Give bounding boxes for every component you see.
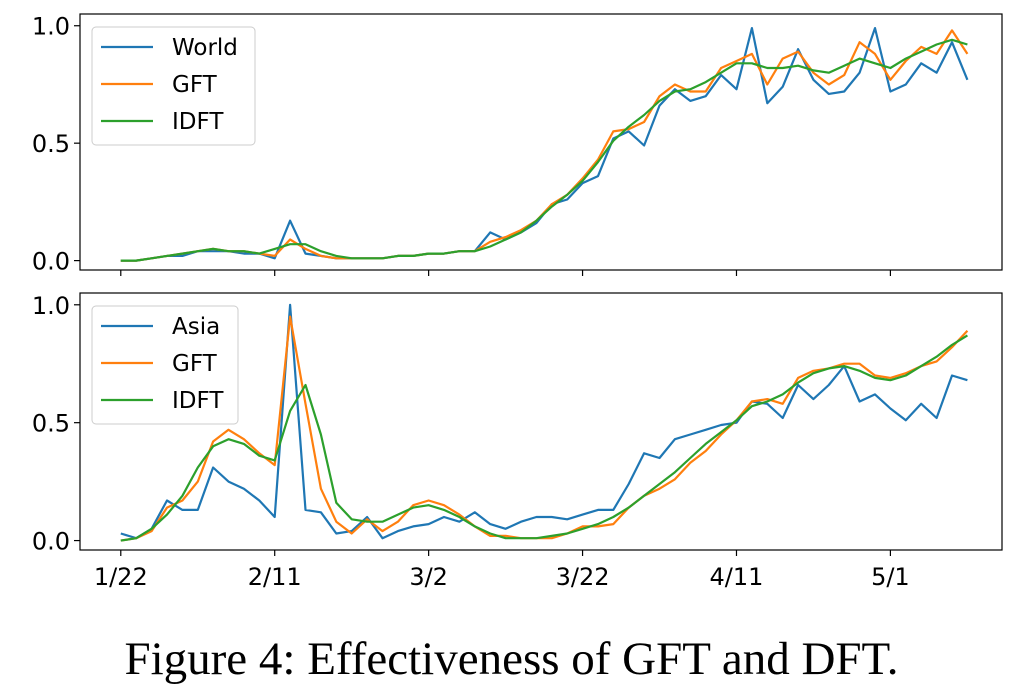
axes-frame <box>79 13 1003 271</box>
series-line-idft <box>120 334 968 542</box>
series-line-gft <box>120 315 969 542</box>
y-tick-label: 0.0 <box>32 248 70 276</box>
series-line-asia <box>120 303 968 540</box>
y-tick-label: 0.0 <box>32 528 70 556</box>
x-tick-label: 4/11 <box>710 563 764 591</box>
legend: Asia GFT IDFT <box>91 305 239 425</box>
x-tick-label: 3/2 <box>409 563 448 591</box>
legend-label-world: World <box>172 35 238 61</box>
y-tick-label: 0.5 <box>32 130 70 158</box>
axes-frame <box>79 292 1003 551</box>
y-tick-label: 0.5 <box>32 410 70 438</box>
x-tick-label: 2/11 <box>248 563 302 591</box>
legend-label-idft: IDFT <box>172 109 224 135</box>
x-tick-label: 1/22 <box>94 563 148 591</box>
y-tick-label: 1.0 <box>32 13 70 41</box>
y-tick-label: 1.0 <box>32 292 70 320</box>
figure-caption: Figure 4: Effectiveness of GFT and DFT. <box>124 633 899 685</box>
x-tick-label: 5/1 <box>871 563 910 591</box>
series-line-idft <box>120 38 968 262</box>
subplot-1: 0.0 0.5 1.0 World GFT IDFT <box>32 13 1003 276</box>
legend-label-asia: Asia <box>172 314 220 340</box>
legend: World GFT IDFT <box>91 26 256 146</box>
legend-label-gft: GFT <box>172 72 218 98</box>
subplot-2: 0.0 0.5 1.0 1/22 2/11 3/2 3/22 4/11 5/1 Asia GFT ID… <box>32 292 1003 591</box>
legend-box <box>91 26 256 146</box>
x-tick-label: 3/22 <box>556 563 610 591</box>
legend-box <box>91 305 239 425</box>
legend-label-idft: IDFT <box>172 388 224 414</box>
legend-label-gft: GFT <box>172 351 218 377</box>
